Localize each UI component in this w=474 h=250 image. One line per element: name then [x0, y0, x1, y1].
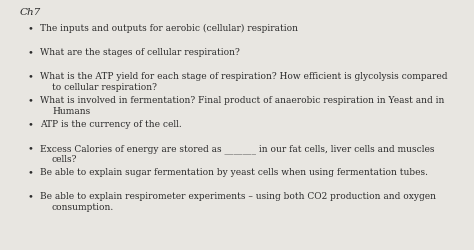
Text: Be able to explain respirometer experiments – using both CO2 production and oxyg: Be able to explain respirometer experime… [40, 192, 436, 201]
Text: •: • [28, 72, 34, 81]
Text: consumption.: consumption. [52, 203, 114, 212]
Text: •: • [28, 24, 34, 33]
Text: Ch7: Ch7 [20, 8, 41, 17]
Text: The inputs and outputs for aerobic (cellular) respiration: The inputs and outputs for aerobic (cell… [40, 24, 298, 33]
Text: ATP is the currency of the cell.: ATP is the currency of the cell. [40, 120, 182, 129]
Text: •: • [28, 168, 34, 177]
Text: What is involved in fermentation? Final product of anaerobic respiration in Yeas: What is involved in fermentation? Final … [40, 96, 444, 105]
Text: to cellular respiration?: to cellular respiration? [52, 83, 157, 92]
Text: Be able to explain sugar fermentation by yeast cells when using fermentation tub: Be able to explain sugar fermentation by… [40, 168, 428, 177]
Text: •: • [28, 192, 34, 201]
Text: Excess Calories of energy are stored as _______ in our fat cells, liver cells an: Excess Calories of energy are stored as … [40, 144, 435, 154]
Text: Humans: Humans [52, 107, 90, 116]
Text: What is the ATP yield for each stage of respiration? How efficient is glycolysis: What is the ATP yield for each stage of … [40, 72, 447, 81]
Text: •: • [28, 144, 34, 153]
Text: What are the stages of cellular respiration?: What are the stages of cellular respirat… [40, 48, 240, 57]
Text: cells?: cells? [52, 155, 77, 164]
Text: •: • [28, 48, 34, 57]
Text: •: • [28, 120, 34, 129]
Text: •: • [28, 96, 34, 105]
